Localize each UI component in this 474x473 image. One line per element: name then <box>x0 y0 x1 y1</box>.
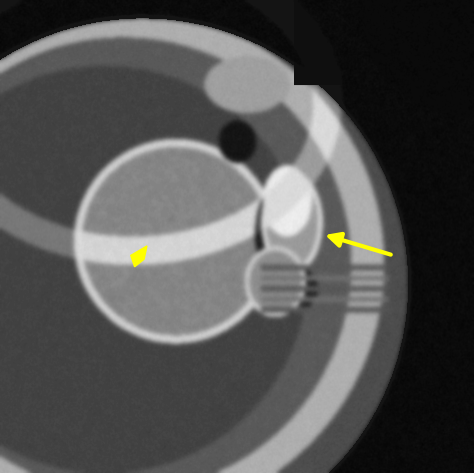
Polygon shape <box>131 246 147 267</box>
